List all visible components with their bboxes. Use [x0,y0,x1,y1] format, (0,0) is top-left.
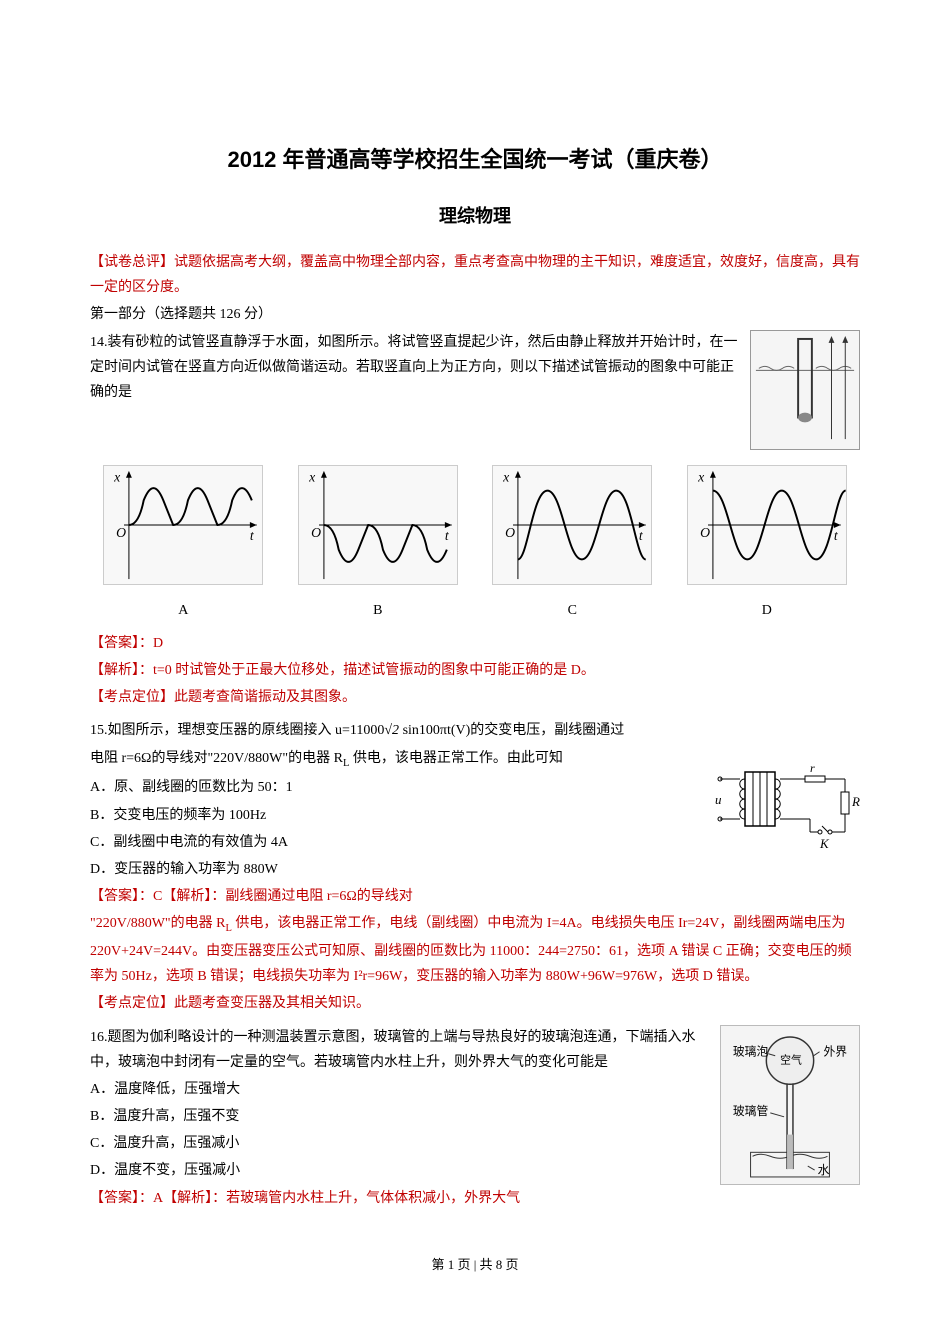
exam-title: 2012 年普通高等学校招生全国统一考试（重庆卷） [90,140,860,180]
svg-text:t: t [639,527,644,542]
q14-stem: 14.装有砂粒的试管竖直静浮于水面，如图所示。将试管竖直提起少许，然后由静止释放… [90,330,740,406]
q15-sqrt: √2 [384,723,399,738]
wave-options: x t O A x t O B x t O C [90,465,860,623]
q14-explain-text: t=0 时试管处于正最大位移处，描述试管振动的图象中可能正确的是 D。 [153,663,595,678]
overview-text: 试题依据高考大纲，覆盖高中物理全部内容，重点考查高中物理的主干知识，难度适宜，效… [90,255,860,295]
q15-topic: 【考点定位】此题考查变压器及其相关知识。 [90,991,860,1016]
q15-stem4: 供电，该电器正常工作。由此可知 [349,751,563,766]
q15-number: 15. [90,723,108,738]
label-r: r [810,761,815,775]
q15-left: 电阻 r=6Ω的导线对"220V/880W"的电器 RL 供电，该电器正常工作。… [90,746,700,912]
q15-topic-text: 此题考查变压器及其相关知识。 [174,996,370,1011]
label-bulb: 玻璃泡 [733,1044,769,1058]
label-tube: 玻璃管 [733,1103,769,1117]
q15-option-d: D．变压器的输入功率为 880W [90,857,700,882]
svg-text:O: O [700,524,710,539]
q14-topic-label: 【考点定位】 [90,690,174,705]
svg-text:O: O [505,524,515,539]
label-water: 水 [818,1163,830,1177]
q15-topic-label: 【考点定位】 [90,996,174,1011]
overview: 【试卷总评】试题依据高考大纲，覆盖高中物理全部内容，重点考查高中物理的主干知识，… [90,250,860,300]
q15-option-a: A．原、副线圈的匝数比为 50：1 [90,775,700,800]
q15-answer-explain: C【解析】：副线圈通过电阻 r=6Ω的导线对 [153,889,413,904]
q14-stem-text: 装有砂粒的试管竖直静浮于水面，如图所示。将试管竖直提起少许，然后由静止释放并开始… [90,335,738,400]
svg-text:t: t [445,527,450,542]
svg-text:t: t [250,527,255,542]
q15-explain2-text: "220V/880W"的电器 R [90,916,225,931]
q15-stem-line2: 电阻 r=6Ω的导线对"220V/880W"的电器 RL 供电，该电器正常工作。… [90,746,700,774]
q14-number: 14. [90,335,108,350]
q16-answer: 【答案】：A【解析】：若玻璃管内水柱上升，气体体积减小，外界大气 [90,1186,710,1211]
svg-text:t: t [834,527,839,542]
q15-explain2: "220V/880W"的电器 RL 供电，该电器正常工作，电线（副线圈）中电流为… [90,911,860,989]
test-tube-diagram [750,330,860,450]
q15-stem3: 电阻 r=6Ω的导线对"220V/880W"的电器 R [90,751,343,766]
thermometer-diagram: 玻璃泡 空气 外界 玻璃管 水 [720,1025,860,1185]
q16-option-a: A．温度降低，压强增大 [90,1077,710,1102]
question-15-body: 电阻 r=6Ω的导线对"220V/880W"的电器 R L 供电，该电器正常工作。… [90,746,860,912]
q16-option-d: D．温度不变，压强减小 [90,1158,710,1183]
svg-text:x: x [502,469,509,484]
q15-option-b: B．交变电压的频率为 100Hz [90,803,700,828]
q16-answer-explain: A【解析】：若玻璃管内水柱上升，气体体积减小，外界大气 [153,1191,520,1206]
q16-option-c: C．温度升高，压强减小 [90,1131,710,1156]
q14-explain: 【解析】：t=0 时试管处于正最大位移处，描述试管振动的图象中可能正确的是 D。 [90,658,860,683]
q14-answer-value: D [153,636,163,651]
q16-option-b: B．温度升高，压强不变 [90,1104,710,1129]
wave-c: x t O C [479,465,666,623]
svg-text:O: O [311,524,321,539]
q14-explain-label: 【解析】： [90,663,153,678]
q14-answer: 【答案】：D [90,631,860,656]
label-outside: 外界 [824,1044,848,1058]
wave-a-label: A [90,598,277,623]
label-u: u [715,792,722,807]
q15-stem2: sin100πt(V)的交变电压，副线圈通过 [399,723,624,738]
wave-d-label: D [674,598,861,623]
q16-answer-label: 【答案】： [90,1191,153,1206]
q16-stem-text: 题图为伽利略设计的一种测温装置示意图，玻璃管的上端与导热良好的玻璃泡连通，下端插… [90,1030,696,1070]
label-rl-sub: L [859,802,860,812]
overview-label: 【试卷总评】 [90,255,174,270]
question-16: 16.题图为伽利略设计的一种测温装置示意图，玻璃管的上端与导热良好的玻璃泡连通，… [90,1025,860,1213]
q16-left: 16.题图为伽利略设计的一种测温装置示意图，玻璃管的上端与导热良好的玻璃泡连通，… [90,1025,710,1213]
page-footer: 第 1 页 | 共 8 页 [90,1253,860,1276]
q15-answer-label: 【答案】： [90,889,153,904]
svg-text:RL: RL [851,794,860,812]
question-14: 14.装有砂粒的试管竖直静浮于水面，如图所示。将试管竖直提起少许，然后由静止释放… [90,330,860,450]
q14-topic: 【考点定位】此题考查简谐振动及其图象。 [90,685,860,710]
q16-stem: 16.题图为伽利略设计的一种测温装置示意图，玻璃管的上端与导热良好的玻璃泡连通，… [90,1025,710,1075]
q15-answer: 【答案】：C【解析】：副线圈通过电阻 r=6Ω的导线对 [90,884,700,909]
wave-a: x t O A [90,465,277,623]
svg-text:x: x [113,469,120,484]
svg-text:x: x [697,469,704,484]
label-k: K [819,836,830,851]
svg-text:x: x [308,469,315,484]
q15-stem-line1: 15.如图所示，理想变压器的原线圈接入 u=11000√2 sin100πt(V… [90,718,860,743]
q15-option-c: C．副线圈中电流的有效值为 4A [90,830,700,855]
transformer-diagram: u r RL K [710,754,860,854]
label-air: 空气 [780,1052,802,1066]
wave-b: x t O B [285,465,472,623]
q16-number: 16. [90,1030,108,1045]
wave-d: x t O D [674,465,861,623]
q14-topic-text: 此题考查简谐振动及其图象。 [174,690,356,705]
wave-c-label: C [479,598,666,623]
section-1-header: 第一部分（选择题共 126 分） [90,302,860,327]
wave-b-label: B [285,598,472,623]
label-rl: R [851,794,860,809]
q14-answer-label: 【答案】： [90,636,153,651]
exam-subtitle: 理综物理 [90,200,860,232]
svg-text:O: O [116,524,126,539]
q15-stem1: 如图所示，理想变压器的原线圈接入 u=11000 [108,723,385,738]
